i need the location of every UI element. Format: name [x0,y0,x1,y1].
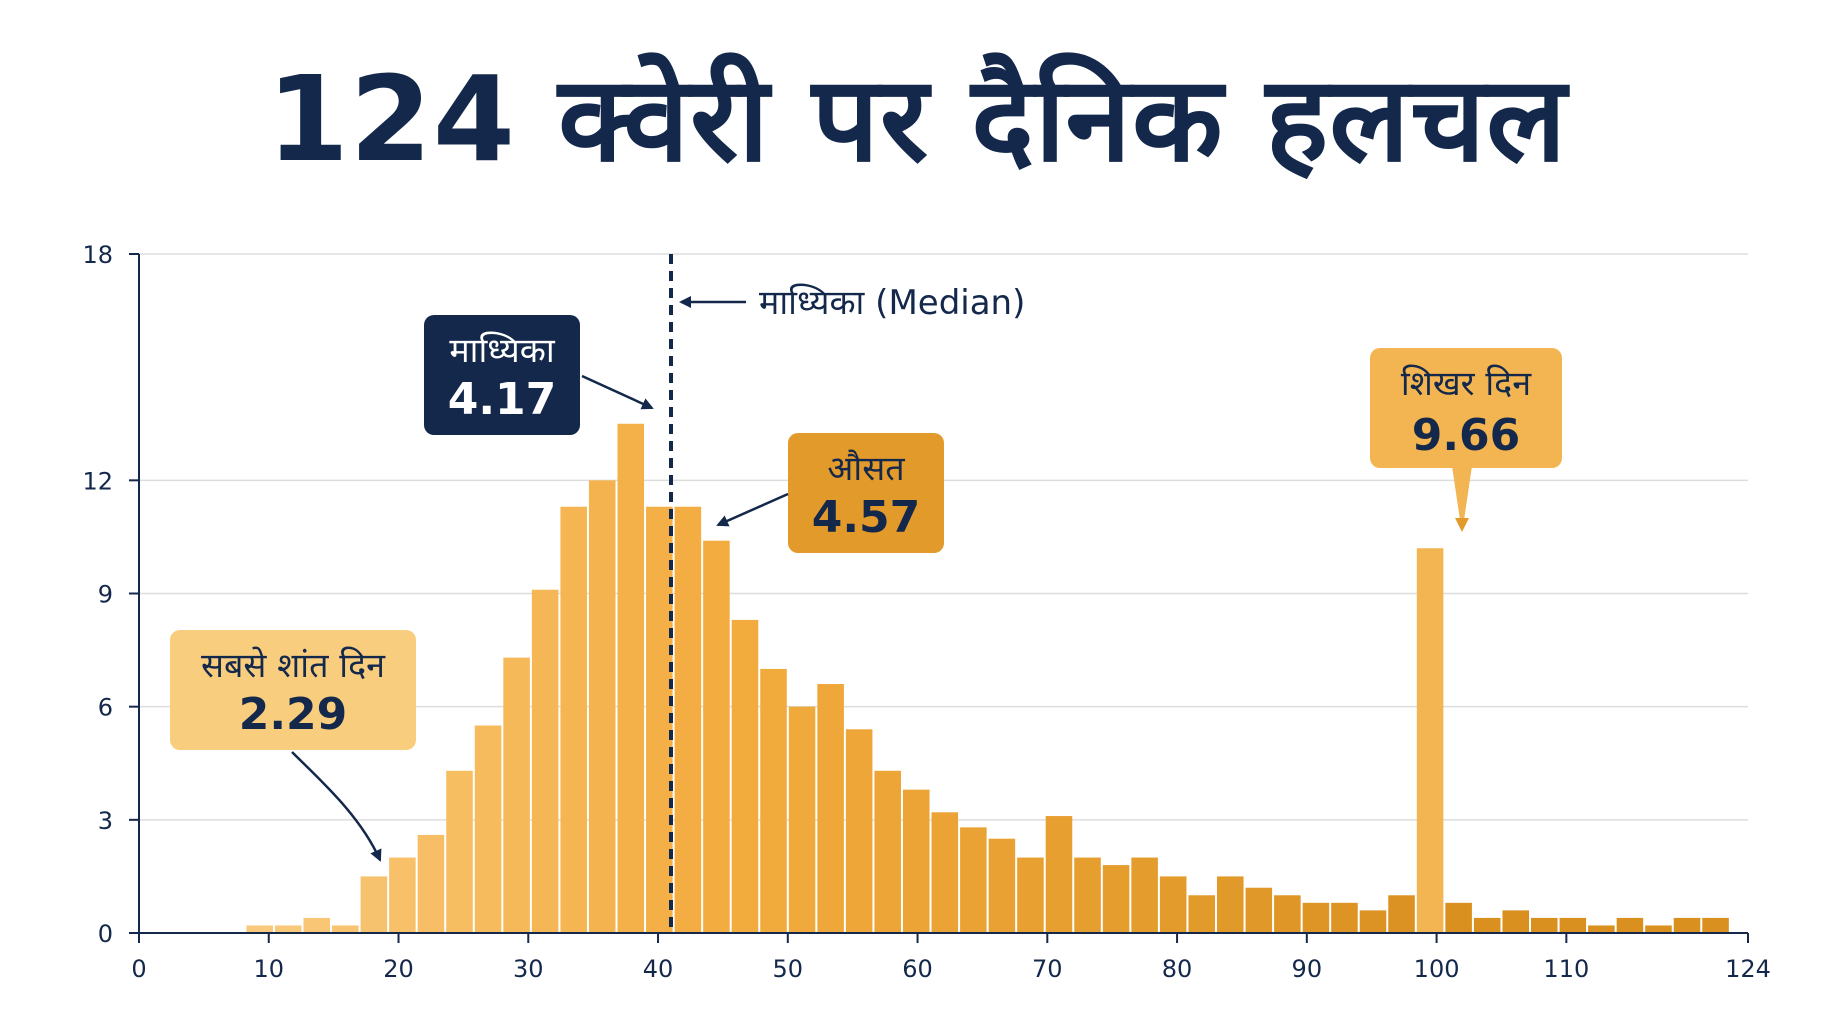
x-tick-label: 50 [773,955,804,983]
histogram-bar [1416,548,1444,933]
histogram-bar [1331,902,1358,933]
histogram-bar [674,506,702,933]
histogram-bar [1102,865,1130,933]
histogram-bar [274,925,302,933]
histogram-bar [1673,917,1701,933]
x-tick-label: 40 [643,955,674,983]
histogram-bar [1559,917,1587,933]
x-tick-label: 20 [383,955,414,983]
median-callout-box [424,315,580,435]
histogram-bar [1017,857,1044,933]
quietest-callout-value: 2.29 [239,689,348,740]
histogram-bar [1531,917,1558,933]
median-callout-label: माध्यिका [449,331,556,371]
x-tick-label: 90 [1292,955,1323,983]
histogram-bar [1159,876,1187,933]
histogram-bar [1502,910,1530,933]
y-tick-label: 3 [98,807,113,835]
histogram-bar [588,480,616,933]
quietest-callout-box [170,630,416,750]
peak-callout: शिखर दिन 9.66 [1370,348,1562,532]
histogram-bar [646,506,673,933]
histogram-bar [1445,902,1472,933]
histogram-bar [874,770,901,933]
x-tick-label: 100 [1414,955,1460,983]
median-marker: माध्यिका (Median) [669,254,1025,933]
histogram-bar [503,657,530,933]
histogram-bar [474,725,502,933]
histogram-bar [1274,895,1301,933]
histogram-bar [845,729,873,933]
x-tick-label: 0 [131,955,146,983]
histogram-bar [246,925,273,933]
histogram-bar [531,589,559,933]
quietest-callout: सबसे शांत दिन 2.29 [170,630,416,862]
peak-callout-label: शिखर दिन [1401,364,1532,404]
histogram-bar [1188,895,1215,933]
histogram-bar [1302,902,1330,933]
histogram-bar [1074,857,1101,933]
histogram-bar [988,838,1016,933]
histogram-bar [731,619,759,933]
x-tick-label: 30 [513,955,544,983]
median-line-label: माध्यिका (Median) [759,283,1025,323]
histogram-bar [1388,895,1415,933]
median-callout-value: 4.17 [448,374,557,425]
histogram-bar [902,789,930,933]
histogram-bar [1131,857,1158,933]
histogram-bar [360,876,388,933]
axes: 0 10 20 30 40 50 60 70 80 90 100 110 124 [129,253,1771,983]
histogram-bar [1616,917,1644,933]
peak-callout-arrowhead [1455,518,1469,532]
histogram-bar [332,925,359,933]
histogram-bar [617,423,645,933]
peak-callout-value: 9.66 [1412,410,1521,461]
histogram-bar [560,506,587,933]
x-tick-label: 124 [1725,955,1771,983]
histogram-bar [1645,925,1672,933]
mean-callout-box [788,433,944,553]
peak-callout-pointer [1452,466,1472,520]
mean-callout: औसत 4.57 [716,433,944,553]
peak-callout-box [1370,348,1562,468]
quietest-callout-label: सबसे शांत दिन [201,646,386,686]
histogram-bar [1473,917,1501,933]
x-tick-label: 80 [1162,955,1193,983]
mean-callout-value: 4.57 [812,492,921,543]
histogram-bar [1588,925,1615,933]
histogram-bar [1702,917,1729,933]
histogram-bar [1045,816,1073,933]
quietest-callout-arrow [291,751,382,862]
histogram-bar [417,834,445,933]
histogram-bar [703,540,730,933]
mean-callout-arrow [716,492,789,527]
x-tick-label: 60 [902,955,933,983]
y-tick-label: 12 [82,467,113,495]
bars [246,423,1729,933]
histogram-bar [1216,876,1244,933]
y-tick-label: 9 [98,581,113,609]
histogram-bar [303,917,331,933]
y-tick-label: 0 [98,920,113,948]
histogram-bar [788,706,816,933]
x-tick-label: 70 [1032,955,1063,983]
histogram-bar [1245,887,1273,933]
x-tick-label: 10 [253,955,284,983]
histogram-bar [817,684,844,933]
x-tick-label: 110 [1543,955,1589,983]
histogram-bar [389,857,416,933]
mean-callout-label: औसत [827,449,905,489]
histogram-bar [931,812,959,933]
histogram-bar [760,668,787,933]
y-tick-label: 6 [98,694,113,722]
median-callout-arrow [581,374,654,410]
y-tick-label: 18 [82,241,113,269]
chart-title: 124 क्वेरी पर दैनिक हलचल [266,50,1568,188]
median-callout: माध्यिका 4.17 [424,315,654,435]
histogram-bar [960,827,987,933]
histogram-bar [446,770,473,933]
histogram-bar [1359,910,1387,933]
